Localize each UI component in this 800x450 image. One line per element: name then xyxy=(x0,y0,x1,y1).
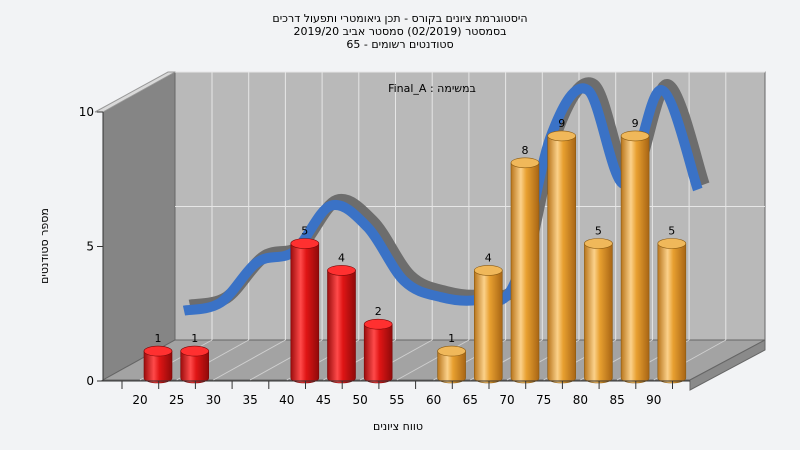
bar-value-label: 5 xyxy=(668,225,675,238)
bar-body xyxy=(474,270,503,384)
y-axis-ticks: 0 5 10 xyxy=(79,105,103,388)
bar-value-label: 1 xyxy=(448,332,455,345)
x-tick-label: 30 xyxy=(206,393,221,407)
bar xyxy=(547,130,577,384)
bar-top-cap xyxy=(327,265,356,276)
y-tick-label: 10 xyxy=(79,105,94,119)
bar xyxy=(290,238,320,384)
bar-value-label: 8 xyxy=(522,144,529,157)
x-axis-ticks: 20 25 30 35 40 45 50 55 60 65 70 75 80 85 90 xyxy=(121,381,673,407)
bar-top-cap xyxy=(143,345,173,357)
bar-value-label: 5 xyxy=(595,225,602,238)
x-tick-label: 40 xyxy=(279,393,294,407)
x-tick-label: 20 xyxy=(132,393,147,407)
x-tick-label: 65 xyxy=(463,393,478,407)
bar-value-label: 4 xyxy=(338,251,345,264)
bars xyxy=(143,130,687,384)
bar-value-label: 9 xyxy=(558,117,565,130)
chart-title: היסטוגרמת ציונים בקורס - תכן גיאומטרי ות… xyxy=(272,12,527,51)
bar-body xyxy=(363,323,393,384)
bar-top-cap xyxy=(547,130,577,142)
chart-title-line-2: בסמסטר (02/2019) סמסטר אביב 2019/20 xyxy=(293,25,506,38)
x-axis-label: טווח ציונים xyxy=(373,420,423,433)
bar xyxy=(510,157,540,384)
x-tick-label: 85 xyxy=(609,393,624,407)
bar xyxy=(143,345,173,384)
chart-title-line-3: סטודנטים רשומים - 65 xyxy=(346,38,453,51)
bar xyxy=(180,345,209,384)
y-tick-label: 5 xyxy=(86,240,94,254)
bar-value-label: 1 xyxy=(191,332,198,345)
bar-body xyxy=(290,243,320,384)
bar xyxy=(584,238,613,384)
bar-top-cap xyxy=(473,265,503,276)
x-tick-label: 45 xyxy=(316,393,331,407)
bar-body xyxy=(510,162,540,384)
floor-grid-line xyxy=(213,339,286,381)
x-tick-label: 25 xyxy=(169,393,184,407)
bar-body xyxy=(437,350,466,384)
x-tick-label: 50 xyxy=(353,393,368,407)
bar xyxy=(363,318,393,384)
bar-body xyxy=(584,243,613,384)
bar-top-cap xyxy=(180,345,209,357)
x-tick-label: 35 xyxy=(242,393,257,407)
x-tick-label: 75 xyxy=(536,393,551,407)
y-axis-label: מספר סטודנטים xyxy=(38,208,51,284)
x-tick-label: 60 xyxy=(426,393,441,407)
chart-annotation: במשימה : Final_A xyxy=(388,82,476,95)
y-tick-label: 0 xyxy=(86,374,94,388)
bar-body xyxy=(657,243,687,384)
bar-top-cap xyxy=(620,130,650,142)
bar-top-cap xyxy=(363,318,393,330)
bar-top-cap xyxy=(657,238,687,249)
chart-side-wall xyxy=(102,71,176,381)
bar-top-cap xyxy=(290,238,320,249)
bar-top-cap xyxy=(584,238,613,249)
bar-value-label: 2 xyxy=(375,305,382,318)
bar-body xyxy=(327,270,356,384)
bar xyxy=(620,130,650,384)
bar-top-cap xyxy=(510,157,540,169)
bar-value-label: 4 xyxy=(485,251,492,264)
chart-floor-edge xyxy=(689,339,766,391)
x-tick-label: 90 xyxy=(646,393,661,407)
x-tick-label: 55 xyxy=(389,393,404,407)
bar-value-label: 5 xyxy=(301,225,308,238)
bar xyxy=(327,265,356,384)
bar-body xyxy=(620,135,650,384)
bar xyxy=(657,238,687,384)
bar-value-labels: 1 1 5 4 2 1 4 8 9 5 9 5 xyxy=(155,117,676,345)
bar xyxy=(437,345,466,384)
x-tick-label: 80 xyxy=(573,393,588,407)
chart-title-line-1: היסטוגרמת ציונים בקורס - תכן גיאומטרי ות… xyxy=(272,12,527,25)
bar-body xyxy=(180,350,209,384)
bar-value-label: 9 xyxy=(632,117,639,130)
bar-body xyxy=(143,350,173,384)
bar xyxy=(473,265,503,384)
bar-value-label: 1 xyxy=(155,332,162,345)
bar-top-cap xyxy=(437,345,466,357)
bar-body xyxy=(547,135,576,384)
x-tick-label: 70 xyxy=(499,393,514,407)
